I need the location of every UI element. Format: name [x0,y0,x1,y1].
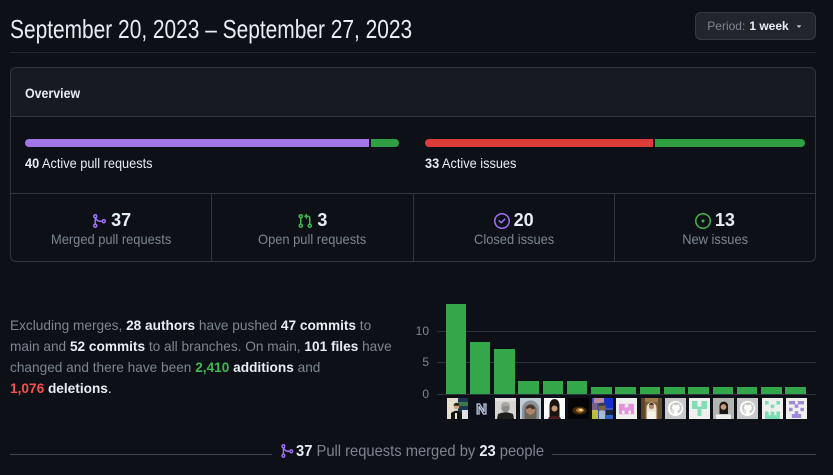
svg-text:N: N [476,401,487,418]
